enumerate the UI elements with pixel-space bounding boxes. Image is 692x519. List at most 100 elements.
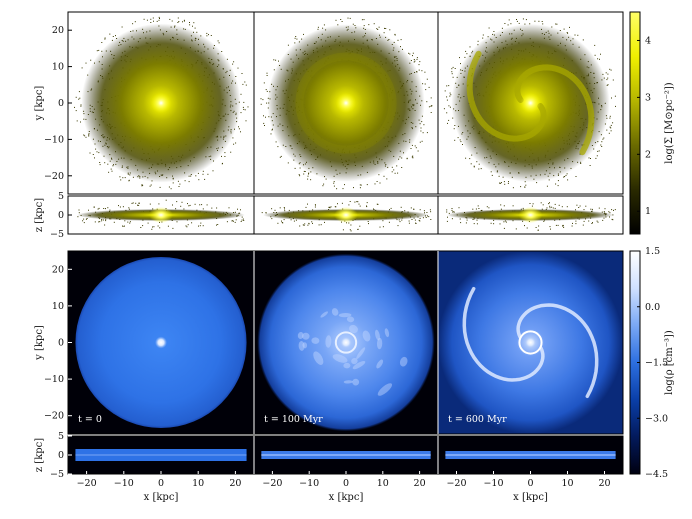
star-particle xyxy=(200,222,202,224)
y-tick-label: 20 xyxy=(52,25,64,36)
star-particle xyxy=(296,38,298,40)
star-particle xyxy=(449,95,451,97)
star-particle xyxy=(401,219,403,221)
star-particle xyxy=(216,207,218,209)
star-particle xyxy=(295,219,297,221)
star-particle xyxy=(278,60,279,62)
star-particle xyxy=(531,205,533,207)
star-particle xyxy=(446,211,448,213)
flocculent-ring xyxy=(295,52,397,154)
star-particle xyxy=(183,20,185,22)
star-particle xyxy=(232,137,234,139)
stellar-bulge-edge xyxy=(518,207,543,223)
star-particle xyxy=(138,204,140,206)
colorbar-tick-label: 0.0 xyxy=(645,302,660,313)
star-particle xyxy=(410,148,412,149)
star-particle xyxy=(430,211,432,213)
star-particle xyxy=(132,23,134,25)
star-particle xyxy=(273,69,275,71)
star-particle xyxy=(480,168,482,170)
star-particle xyxy=(424,83,426,85)
star-particle xyxy=(128,208,130,210)
stellar-density-colorbar-label: log(Σ [M⊙pc⁻²]) xyxy=(664,82,675,163)
star-particle xyxy=(179,183,181,185)
star-particle xyxy=(107,207,109,209)
star-particle xyxy=(314,206,316,208)
star-particle xyxy=(388,221,390,223)
colorbar-tick-label: 1 xyxy=(645,206,651,217)
star-particle xyxy=(447,216,448,218)
gas-filament xyxy=(362,330,371,342)
star-particle xyxy=(515,228,517,230)
star-particle xyxy=(582,224,584,226)
star-particle xyxy=(293,220,295,222)
star-particle xyxy=(397,225,399,227)
star-particle xyxy=(574,34,576,36)
gas-filament xyxy=(298,340,305,351)
star-particle xyxy=(420,127,422,129)
star-particle xyxy=(224,152,226,154)
star-particle xyxy=(554,207,556,209)
star-particle xyxy=(294,42,296,44)
star-particle xyxy=(361,19,363,21)
star-particle xyxy=(150,18,152,20)
star-particle xyxy=(140,227,142,228)
star-particle xyxy=(299,175,301,177)
star-particle xyxy=(575,209,576,211)
star-particle xyxy=(411,156,413,158)
star-particle xyxy=(118,205,119,207)
gas-disc-edge xyxy=(75,449,247,461)
star-particle xyxy=(281,220,282,222)
star-particle xyxy=(90,59,92,61)
star-particle xyxy=(183,19,185,21)
star-particle xyxy=(394,172,396,174)
star-particle xyxy=(168,186,170,188)
star-particle xyxy=(493,219,495,221)
gas-filament xyxy=(376,337,383,350)
y-tick-label: 0 xyxy=(58,98,64,109)
star-particle xyxy=(294,37,296,39)
star-particle xyxy=(260,98,262,100)
star-particle xyxy=(129,221,131,223)
star-particle xyxy=(555,23,557,25)
star-particle xyxy=(400,39,402,41)
star-particle xyxy=(182,21,183,23)
star-particle xyxy=(298,174,300,176)
star-particle xyxy=(85,218,87,220)
star-particle xyxy=(591,223,593,224)
star-particle xyxy=(451,208,453,209)
star-particle xyxy=(470,163,472,165)
star-particle xyxy=(475,208,477,210)
star-particle xyxy=(340,19,342,20)
star-particle xyxy=(329,207,331,209)
star-particle xyxy=(187,224,189,226)
star-particle xyxy=(546,185,548,187)
y-tick-label: 5 xyxy=(58,191,64,202)
star-particle xyxy=(368,223,369,225)
gas-spiral-arm xyxy=(462,286,545,382)
star-particle xyxy=(85,62,87,64)
star-particle xyxy=(210,35,212,36)
star-particle xyxy=(97,208,99,210)
star-particle xyxy=(231,220,233,222)
star-particle xyxy=(374,183,376,185)
star-particle xyxy=(84,135,86,137)
star-particle xyxy=(449,92,451,94)
x-tick-label: 10 xyxy=(377,478,389,489)
star-particle xyxy=(419,61,421,63)
gas-face-on-panel-100 xyxy=(254,251,438,434)
star-particle xyxy=(446,99,448,101)
star-particle xyxy=(290,219,292,221)
star-particle xyxy=(366,205,367,207)
star-particle xyxy=(446,220,448,222)
star-particle xyxy=(418,69,420,71)
star-particle xyxy=(414,145,416,147)
star-particle xyxy=(603,137,605,139)
star-particle xyxy=(451,218,453,220)
star-particle xyxy=(275,141,277,143)
gas-face-on-panel-600 xyxy=(438,251,623,434)
star-particle xyxy=(522,207,524,209)
time-label-100: t = 100 Myr xyxy=(264,414,323,425)
star-particle xyxy=(89,152,91,154)
star-particle xyxy=(238,126,239,128)
